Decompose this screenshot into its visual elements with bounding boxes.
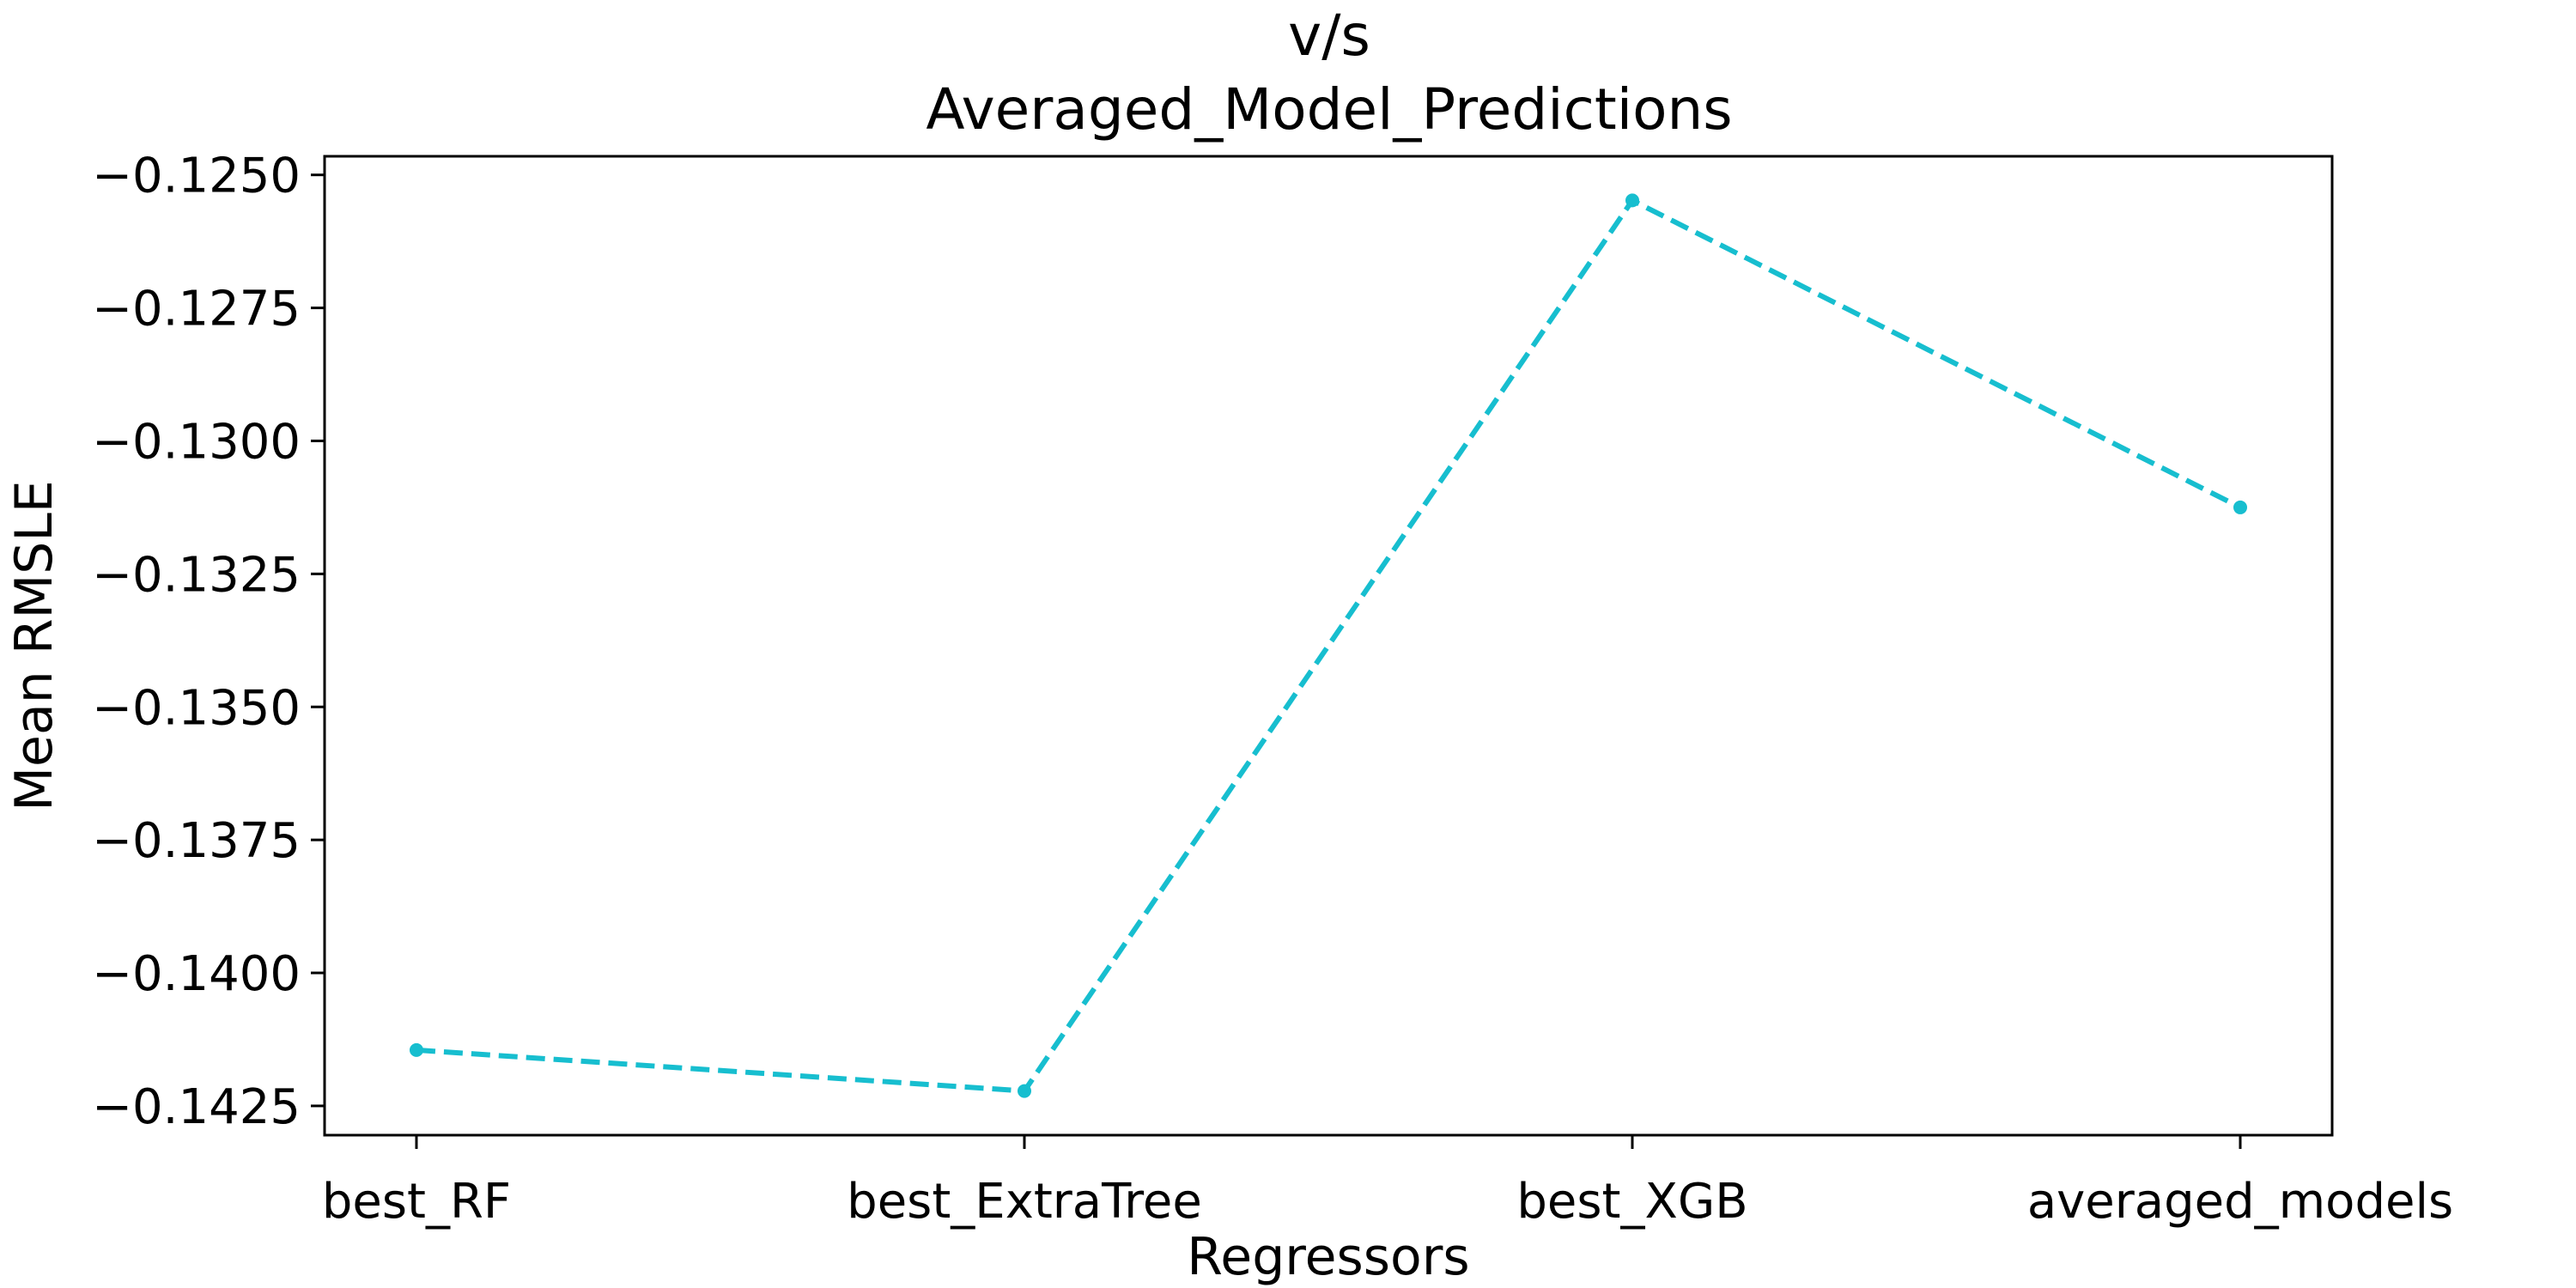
chart-title-line-1: v/s: [1288, 3, 1370, 69]
x-tick-label: best_RF: [322, 1174, 511, 1230]
x-tick-label: best_ExtraTree: [847, 1174, 1202, 1230]
data-point: [1625, 193, 1639, 208]
series-line: [416, 197, 2242, 1094]
y-tick-label: −0.1350: [92, 680, 301, 736]
y-axis-ticks: −0.1425 −0.1400 −0.1375 −0.1350 −0.1325 −0.13…: [92, 149, 325, 1135]
x-axis-ticks: best_RF best_ExtraTree best_XGB averaged_mo…: [322, 1135, 2453, 1230]
data-point: [2233, 500, 2247, 514]
x-tick-label: best_XGB: [1516, 1174, 1747, 1230]
y-axis-label: Mean RMSLE: [4, 480, 64, 811]
plot-series: [410, 193, 2247, 1098]
y-tick-label: −0.1300: [92, 414, 301, 470]
x-tick-label: averaged_models: [2027, 1174, 2453, 1230]
y-tick-label: −0.1275: [92, 282, 301, 337]
data-point: [410, 1042, 423, 1057]
y-tick-label: −0.1325: [92, 547, 301, 603]
y-tick-label: −0.1375: [92, 813, 301, 869]
y-tick-label: −0.1400: [92, 946, 301, 1002]
data-point: [1018, 1084, 1031, 1098]
plot-frame: [323, 155, 2334, 1137]
x-axis-label: Regressors: [1187, 1227, 1469, 1287]
y-tick-label: −0.1250: [92, 149, 301, 204]
chart-title-line-2: Averaged_Model_Predictions: [926, 76, 1732, 143]
y-tick-label: −0.1425: [92, 1079, 301, 1135]
